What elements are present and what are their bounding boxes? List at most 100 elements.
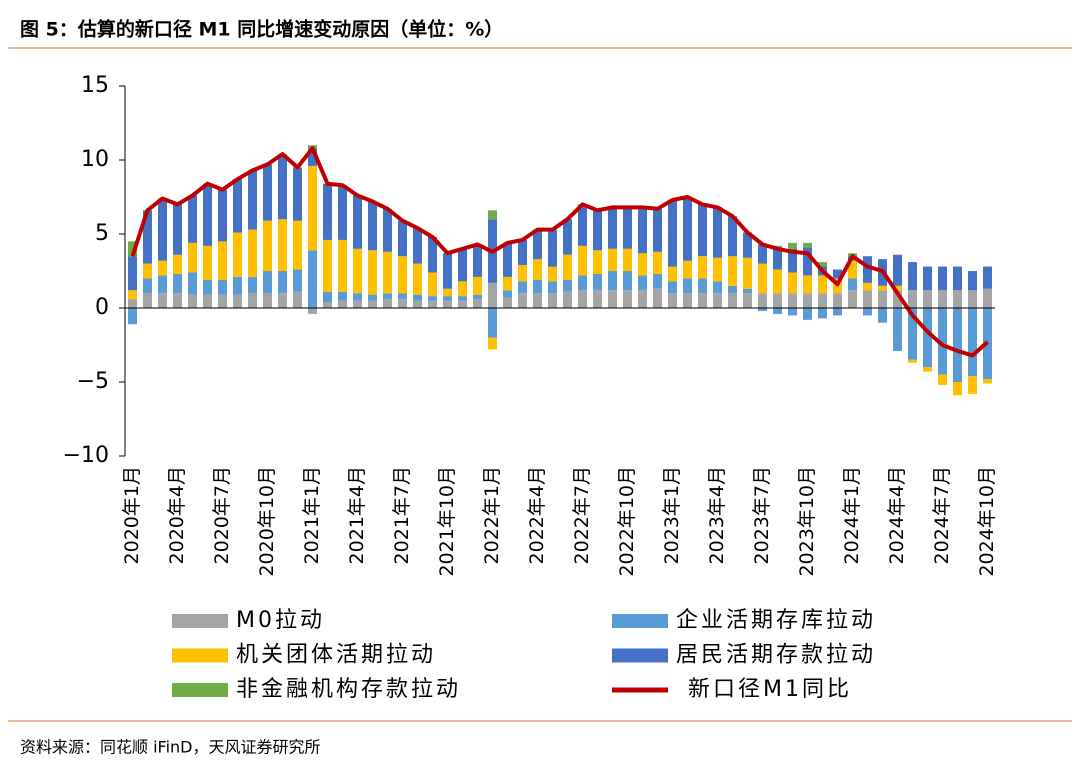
bar [878,290,887,308]
bar [473,294,482,300]
bar [503,290,512,298]
bar [158,275,167,294]
bar [863,256,872,283]
bar [173,293,182,308]
bar [338,291,347,301]
bar [278,271,287,294]
bar [323,239,332,292]
bar [743,232,752,258]
bar [818,275,827,294]
bar [833,293,842,308]
bar [128,256,137,291]
x-tick-label: 2021年7月 [391,466,413,564]
bar [368,250,377,295]
bar [383,299,392,308]
bar [698,278,707,294]
x-tick-label: 2024年1月 [841,466,863,564]
bar [233,179,242,233]
bar [938,290,947,308]
bar [848,290,857,308]
bar [728,216,737,257]
bar [173,254,182,274]
bar [338,300,347,308]
bar [443,296,452,301]
bar [968,290,977,308]
bar [803,242,812,248]
bar [788,272,797,294]
x-tick-label: 2020年4月 [166,466,188,564]
bar [428,296,437,301]
bar [398,293,407,300]
x-tick-label: 2021年10月 [436,466,458,577]
bar [653,251,662,274]
bar [458,300,467,308]
bar [413,263,422,295]
bar [623,207,632,249]
bar [863,308,872,316]
bar [518,293,527,308]
bar [353,300,362,308]
bar [713,293,722,308]
x-tick-label: 2022年1月 [481,466,503,564]
bar [788,293,797,308]
bar [698,293,707,308]
x-tick-label: 2022年4月 [526,466,548,564]
bar [518,239,527,266]
bar [308,308,317,314]
bar [953,382,962,396]
bar [668,266,677,282]
bar [593,210,602,251]
bar [473,276,482,295]
bar [833,269,842,279]
bar [908,359,917,363]
bar [203,183,212,246]
bar [173,204,182,255]
bar [398,220,407,257]
bar [398,299,407,308]
line-series [130,146,989,358]
bar [263,164,272,221]
bar [188,294,197,308]
bar [563,291,572,308]
bar [188,195,197,243]
bar [983,266,992,289]
bar [218,189,227,242]
bar [518,265,527,282]
bar [383,251,392,294]
bar [983,288,992,308]
bar [533,293,542,308]
legend-swatch [172,683,228,697]
bar [938,266,947,291]
x-tick-label: 2022年7月 [571,466,593,564]
bar [623,248,632,271]
bar [728,293,737,308]
y-tick-label: 5 [95,221,109,246]
bar [548,266,557,282]
bar [773,248,782,270]
bar [938,374,947,385]
x-tick-label: 2024年4月 [886,466,908,564]
bar [428,272,437,297]
bar [758,263,767,294]
bar [218,279,227,295]
bar [833,308,842,316]
bar [863,290,872,308]
bar [548,229,557,267]
legend-label: 新口径M1同比 [688,677,852,702]
bar [908,262,917,291]
x-tick-label: 2023年4月 [706,466,728,564]
x-tick-label: 2024年10月 [976,466,998,577]
bar [638,253,647,276]
bar [638,290,647,308]
bar [248,293,257,308]
bar [758,308,767,311]
bar [803,275,812,294]
x-tick-label: 2024年7月 [931,466,953,564]
bar [653,288,662,308]
bar [983,379,992,384]
bar [713,207,722,258]
bar [638,275,647,291]
bar [458,281,467,297]
